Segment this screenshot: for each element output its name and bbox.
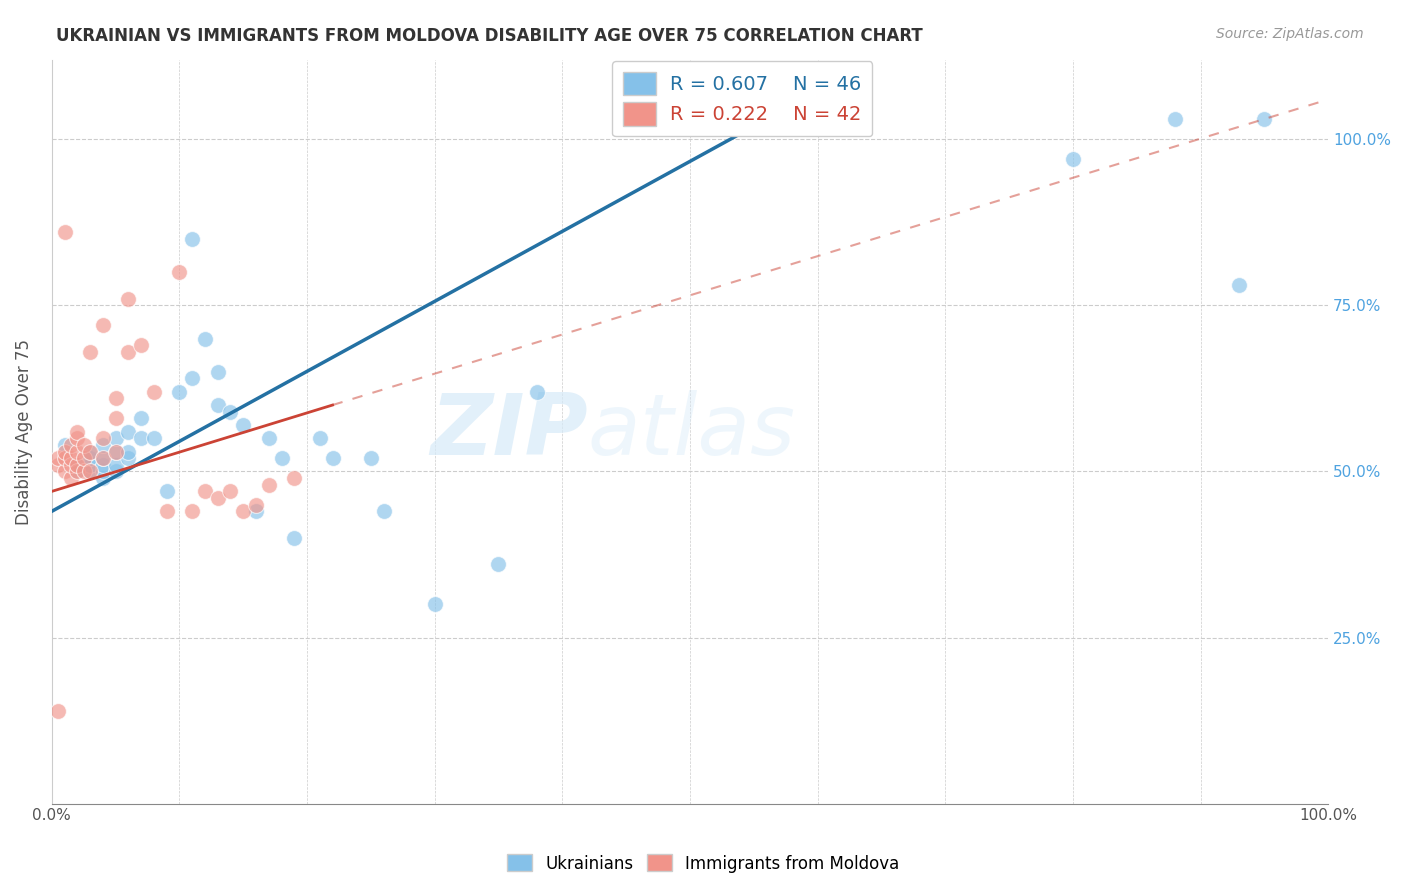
Point <box>245 504 267 518</box>
Point <box>117 292 139 306</box>
Point <box>1164 112 1187 127</box>
Point <box>66 465 89 479</box>
Point <box>104 465 127 479</box>
Point <box>66 425 89 439</box>
Legend: Ukrainians, Immigrants from Moldova: Ukrainians, Immigrants from Moldova <box>501 847 905 880</box>
Point <box>207 365 229 379</box>
Point <box>194 332 217 346</box>
Point <box>104 444 127 458</box>
Point <box>91 471 114 485</box>
Point <box>194 484 217 499</box>
Point <box>117 425 139 439</box>
Y-axis label: Disability Age Over 75: Disability Age Over 75 <box>15 339 32 524</box>
Point <box>79 458 101 472</box>
Point <box>181 504 204 518</box>
Point <box>53 444 76 458</box>
Point <box>53 225 76 239</box>
Point <box>142 431 165 445</box>
Point <box>1253 112 1275 127</box>
Point <box>129 431 152 445</box>
Point <box>91 451 114 466</box>
Point <box>66 444 89 458</box>
Point <box>91 465 114 479</box>
Point <box>117 444 139 458</box>
Point <box>79 465 101 479</box>
Point <box>53 438 76 452</box>
Point <box>91 458 114 472</box>
Point <box>156 484 179 499</box>
Point <box>46 458 69 472</box>
Point <box>104 392 127 406</box>
Point <box>207 491 229 505</box>
Point <box>79 344 101 359</box>
Point <box>423 597 446 611</box>
Point <box>322 451 344 466</box>
Point <box>169 265 191 279</box>
Legend: R = 0.607    N = 46, R = 0.222    N = 42: R = 0.607 N = 46, R = 0.222 N = 42 <box>613 62 872 136</box>
Point <box>257 431 280 445</box>
Point <box>59 438 82 452</box>
Point <box>219 484 242 499</box>
Point <box>283 531 305 545</box>
Point <box>59 471 82 485</box>
Point <box>53 465 76 479</box>
Point <box>283 471 305 485</box>
Point <box>73 465 96 479</box>
Point <box>79 444 101 458</box>
Point <box>66 465 89 479</box>
Point <box>91 318 114 333</box>
Point <box>117 344 139 359</box>
Text: UKRAINIAN VS IMMIGRANTS FROM MOLDOVA DISABILITY AGE OVER 75 CORRELATION CHART: UKRAINIAN VS IMMIGRANTS FROM MOLDOVA DIS… <box>56 27 922 45</box>
Point <box>91 438 114 452</box>
Text: Source: ZipAtlas.com: Source: ZipAtlas.com <box>1216 27 1364 41</box>
Point <box>1062 153 1084 167</box>
Point <box>104 431 127 445</box>
Point <box>181 371 204 385</box>
Point <box>142 384 165 399</box>
Point <box>59 458 82 472</box>
Point <box>360 451 382 466</box>
Point <box>270 451 292 466</box>
Point <box>104 411 127 425</box>
Point <box>73 451 96 466</box>
Point <box>66 458 89 472</box>
Point <box>1227 278 1250 293</box>
Point <box>53 451 76 466</box>
Point <box>46 451 69 466</box>
Point <box>59 451 82 466</box>
Point <box>129 411 152 425</box>
Point <box>488 558 510 572</box>
Point <box>308 431 330 445</box>
Point <box>79 465 101 479</box>
Point <box>66 431 89 445</box>
Point <box>257 477 280 491</box>
Point <box>373 504 395 518</box>
Point <box>232 504 254 518</box>
Point <box>79 444 101 458</box>
Point <box>129 338 152 352</box>
Point <box>117 451 139 466</box>
Point <box>245 498 267 512</box>
Point <box>169 384 191 399</box>
Point <box>91 451 114 466</box>
Point <box>207 398 229 412</box>
Point <box>181 232 204 246</box>
Point <box>526 384 548 399</box>
Point <box>91 431 114 445</box>
Point <box>156 504 179 518</box>
Point <box>66 458 89 472</box>
Text: ZIP: ZIP <box>430 390 588 473</box>
Point <box>79 451 101 466</box>
Point <box>73 438 96 452</box>
Point <box>104 444 127 458</box>
Point <box>232 417 254 432</box>
Point <box>219 405 242 419</box>
Text: atlas: atlas <box>588 390 796 473</box>
Point <box>46 704 69 718</box>
Point <box>104 458 127 472</box>
